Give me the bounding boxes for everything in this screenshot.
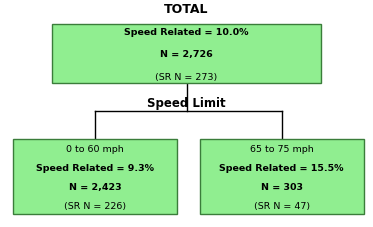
Text: Speed Related = 15.5%: Speed Related = 15.5% bbox=[219, 163, 344, 172]
Text: (SR N = 226): (SR N = 226) bbox=[64, 201, 126, 210]
Text: Speed Related = 9.3%: Speed Related = 9.3% bbox=[36, 163, 154, 172]
Text: N = 2,423: N = 2,423 bbox=[69, 182, 122, 191]
Text: N = 303: N = 303 bbox=[261, 182, 303, 191]
Text: 0 to 60 mph: 0 to 60 mph bbox=[66, 144, 124, 153]
Text: N = 2,726: N = 2,726 bbox=[160, 50, 213, 59]
FancyBboxPatch shape bbox=[200, 140, 364, 215]
Text: Speed Limit: Speed Limit bbox=[147, 96, 226, 109]
FancyBboxPatch shape bbox=[52, 25, 321, 84]
Text: 65 to 75 mph: 65 to 75 mph bbox=[250, 144, 313, 153]
Text: (SR N = 273): (SR N = 273) bbox=[156, 72, 217, 81]
Text: Speed Related = 10.0%: Speed Related = 10.0% bbox=[124, 27, 249, 37]
Text: (SR N = 47): (SR N = 47) bbox=[254, 201, 310, 210]
Text: TOTAL: TOTAL bbox=[164, 2, 209, 16]
FancyBboxPatch shape bbox=[13, 140, 177, 215]
